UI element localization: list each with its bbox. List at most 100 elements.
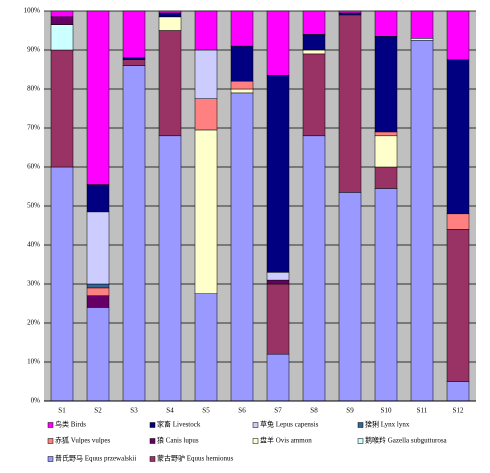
y-tick-label: 20% (27, 319, 40, 327)
bar-segment (122, 65, 146, 402)
legend-label: 赤狐 Vulpes vulpes (55, 436, 110, 445)
bar-segment (230, 80, 254, 90)
bar-segment (446, 213, 470, 230)
bar-segment (86, 283, 110, 289)
bar-segment (86, 307, 110, 402)
x-tick-label: S1 (58, 407, 66, 415)
y-tick-label: 90% (27, 46, 40, 54)
bar-segment (266, 283, 290, 355)
y-tick-label: 60% (27, 163, 40, 171)
bar-segment (194, 129, 218, 294)
bar-segment (194, 49, 218, 99)
bar-segment (122, 10, 146, 59)
y-tick-label: 70% (27, 124, 40, 132)
legend-swatch (149, 438, 156, 444)
legend-swatch (357, 438, 364, 444)
bar-segment (194, 10, 218, 51)
bar-segment (50, 10, 74, 18)
bar-segment (158, 10, 182, 14)
bar-segment (158, 135, 182, 402)
legend-swatch (357, 422, 364, 428)
x-tick-label: S8 (310, 407, 318, 415)
bar-segment (50, 24, 74, 51)
bar-segment (302, 135, 326, 402)
x-tick-label: S7 (274, 407, 282, 415)
bar-segment (446, 381, 470, 402)
bar-segment (86, 184, 110, 213)
x-tick-label: S2 (94, 407, 102, 415)
bar-segment (158, 16, 182, 31)
bar-segment (410, 40, 434, 402)
bar-segment (374, 10, 398, 37)
bar-segment (230, 10, 254, 47)
y-tick-label: 10% (27, 358, 40, 366)
bar-segment (266, 279, 290, 285)
bar-segment (50, 16, 74, 25)
y-tick-label: 40% (27, 241, 40, 249)
bar-segment (374, 36, 398, 133)
x-tick-label: S4 (166, 407, 174, 415)
bar-segment (446, 59, 470, 215)
bar-segment (86, 287, 110, 296)
bar-segment (338, 10, 362, 14)
bar-segment (266, 353, 290, 402)
x-tick-label: S11 (417, 407, 428, 415)
legend-label: 家畜 Livestock (157, 420, 201, 429)
x-tick-label: S5 (202, 407, 210, 415)
bar-segment (230, 45, 254, 82)
legend-swatch (149, 422, 156, 428)
bar-segment (122, 59, 146, 66)
legend-label: 普氏野马 Equus przewalskii (55, 454, 136, 463)
bar-segment (302, 34, 326, 51)
legend-label: 盘羊 Ovis ammon (260, 436, 312, 445)
legend-swatch (252, 438, 259, 444)
x-tick-label: S12 (453, 407, 464, 415)
bar-segment (446, 229, 470, 382)
x-tick-label: S9 (346, 407, 354, 415)
bar-segment (230, 92, 254, 402)
bar-segment (266, 75, 290, 273)
y-tick-label: 50% (27, 202, 40, 210)
bar-segment (86, 211, 110, 285)
legend-swatch (47, 438, 54, 444)
bar-segment (338, 12, 362, 16)
legend-label: 蒙古野驴 Equus hemionus (157, 454, 233, 463)
legend-swatch (47, 422, 54, 428)
legend-label: 猞猁 Lynx lynx (365, 420, 410, 429)
bar-segment (266, 272, 290, 281)
y-tick-label: 80% (27, 85, 40, 93)
bar-segment (230, 88, 254, 94)
legend-swatch (149, 456, 156, 462)
bar-segment (194, 293, 218, 402)
legend-label: 草兔 Lepus capensis (260, 420, 319, 429)
legend-label: 鹅喉羚 Gazella subgutturosa (365, 436, 448, 445)
bar-segment (86, 10, 110, 185)
legend-swatch (252, 422, 259, 428)
bar-segment (302, 53, 326, 137)
bar-segment (374, 135, 398, 168)
bar-segment (194, 98, 218, 131)
x-tick-label: S6 (238, 407, 246, 415)
bar-segment (374, 188, 398, 402)
bar-segment (374, 131, 398, 137)
x-tick-label: S3 (130, 407, 138, 415)
y-tick-label: 30% (27, 280, 40, 288)
bar-segment (50, 166, 74, 402)
legend-swatch (47, 456, 54, 462)
bar-segment (158, 12, 182, 18)
y-tick-label: 100% (24, 7, 41, 15)
bar-segment (302, 49, 326, 55)
bar-segment (86, 295, 110, 308)
bar-segment (338, 14, 362, 193)
bar-segment (410, 10, 434, 39)
y-tick-label: 0% (31, 397, 41, 405)
bar-segment (50, 49, 74, 168)
bar-segment (158, 30, 182, 137)
bar-segment (122, 57, 146, 60)
bar-segment (446, 10, 470, 60)
bar-segment (410, 38, 434, 41)
x-tick-label: S10 (381, 407, 392, 415)
bar-segment (338, 192, 362, 402)
bar-segment (374, 166, 398, 189)
